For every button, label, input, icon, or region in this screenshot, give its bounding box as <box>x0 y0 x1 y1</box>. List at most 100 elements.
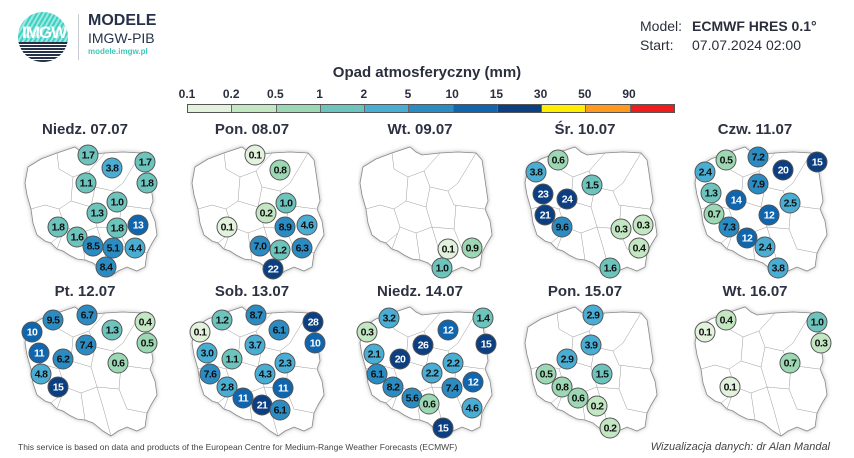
precip-bubble: 11 <box>232 387 254 409</box>
imgw-logo: IMGW <box>18 12 68 62</box>
precip-bubble: 0.4 <box>715 309 737 331</box>
precip-bubble: 2.2 <box>421 362 443 384</box>
precip-bubble: 1.3 <box>101 319 123 341</box>
precip-bubble: 21 <box>534 204 556 226</box>
poland-map <box>359 146 493 277</box>
legend-tick: 30 <box>533 87 548 101</box>
precip-bubble: 22 <box>262 258 284 280</box>
precip-bubble: 1.3 <box>86 202 108 224</box>
precip-bubble: 1.7 <box>134 151 156 173</box>
precip-bubble: 10 <box>304 332 326 354</box>
precip-bubble: 1.6 <box>66 226 88 248</box>
brand-subtitle: IMGW-PIB <box>88 30 155 46</box>
precip-bubble: 23 <box>532 183 554 205</box>
precip-bubble: 1.0 <box>806 311 828 333</box>
legend-color-segment <box>409 105 454 112</box>
legend-tick: 0.1 <box>178 87 196 101</box>
region-border <box>96 386 112 437</box>
region-border <box>788 228 818 254</box>
precip-bubble: 12 <box>758 204 780 226</box>
region-border <box>90 364 122 390</box>
region-border <box>590 204 622 230</box>
legend-tick: 5 <box>404 87 412 101</box>
logo-divider <box>78 14 79 60</box>
precip-bubble: 7.3 <box>718 216 740 238</box>
precip-bubble: 15 <box>432 417 454 439</box>
precip-bubble: 20 <box>772 159 794 181</box>
legend-tick: 1 <box>316 87 323 101</box>
precip-bubble: 2.4 <box>754 236 776 258</box>
precip-bubble: 1.1 <box>75 172 97 194</box>
legend-color-segment <box>276 105 321 112</box>
legend-color-segment <box>320 105 366 112</box>
precip-bubble: 1.8 <box>47 216 69 238</box>
legend-color-segment <box>497 105 543 112</box>
precip-bubble: 7.0 <box>249 235 271 257</box>
precip-bubble: 7.6 <box>199 363 221 385</box>
precip-bubble: 4.6 <box>296 214 318 236</box>
precip-bubble: 6.7 <box>76 304 98 326</box>
region-border <box>766 386 782 437</box>
precip-bubble: 1.8 <box>136 172 158 194</box>
precip-bubble: 15 <box>475 333 497 355</box>
region-border <box>80 392 86 421</box>
precip-bubble: 8.4 <box>95 256 117 278</box>
precip-bubble: 2.5 <box>779 192 801 214</box>
region-border <box>425 204 457 230</box>
precip-bubble: 8.2 <box>382 376 404 398</box>
ecmwf-notice: This service is based on data and produc… <box>18 442 458 452</box>
legend-tick: 0.2 <box>222 87 240 101</box>
precip-bubble: 1.1 <box>221 348 243 370</box>
region-border <box>393 208 433 234</box>
day-title: Wt. 16.07 <box>722 283 788 300</box>
precip-bubble: 0.8 <box>269 159 291 181</box>
day-title: Czw. 11.07 <box>717 121 793 138</box>
country-outline <box>694 306 828 437</box>
precip-bubble: 4.3 <box>254 363 276 385</box>
precip-bubble: 1.5 <box>581 174 603 196</box>
day-title: Sob. 13.07 <box>214 283 290 300</box>
precip-bubble: 11 <box>28 342 50 364</box>
precip-bubble: 0.9 <box>461 237 483 259</box>
legend-tick: 0.5 <box>267 87 284 101</box>
precip-bubble: 7.2 <box>747 146 769 168</box>
precip-bubble: 26 <box>412 334 434 356</box>
legend-color-segment <box>630 105 674 112</box>
legend-tick: 10 <box>445 87 459 101</box>
precip-bubble: 0.6 <box>567 387 589 409</box>
precip-bubble: 7.4 <box>441 377 463 399</box>
region-border <box>580 232 586 261</box>
precip-bubble: 3.0 <box>196 342 218 364</box>
precip-bubble: 0.2 <box>599 417 621 439</box>
precip-bubble: 3.8 <box>101 157 123 179</box>
precip-bubble: 3.8 <box>525 161 547 183</box>
precip-bubble: 2.2 <box>442 352 464 374</box>
precip-bubble: 1.4 <box>472 307 494 329</box>
precip-bubble: 8.7 <box>245 304 267 326</box>
precip-bubble: 6.1 <box>366 363 388 385</box>
precip-bubble: 7.4 <box>75 334 97 356</box>
region-border <box>760 364 792 390</box>
precip-bubble: 2.9 <box>556 348 578 370</box>
precip-bubble: 1.3 <box>700 182 722 204</box>
precip-bubble: 0.1 <box>437 238 459 260</box>
precip-bubble: 4.4 <box>124 237 146 259</box>
precip-bubble: 0.3 <box>356 321 378 343</box>
precip-bubble: 2.8 <box>216 376 238 398</box>
region-border <box>750 392 756 421</box>
precip-bubble: 10 <box>21 321 43 343</box>
brand-url[interactable]: modele.imgw.pl <box>88 47 148 56</box>
precip-bubble: 0.6 <box>547 149 569 171</box>
region-border <box>788 388 818 414</box>
legend-tick: 2 <box>360 87 368 101</box>
precip-bubble: 0.4 <box>628 237 650 259</box>
precip-bubble: 8.5 <box>82 235 104 257</box>
precip-bubble: 1.0 <box>431 257 453 279</box>
country-outline <box>524 146 658 277</box>
region-border <box>118 388 148 414</box>
precip-bubble: 0.5 <box>715 149 737 171</box>
precip-bubble: 2.4 <box>694 161 716 183</box>
legend-color-segment <box>542 105 587 112</box>
day-title: Niedz. 14.07 <box>377 283 463 300</box>
precip-bubble: 6.1 <box>269 399 291 421</box>
